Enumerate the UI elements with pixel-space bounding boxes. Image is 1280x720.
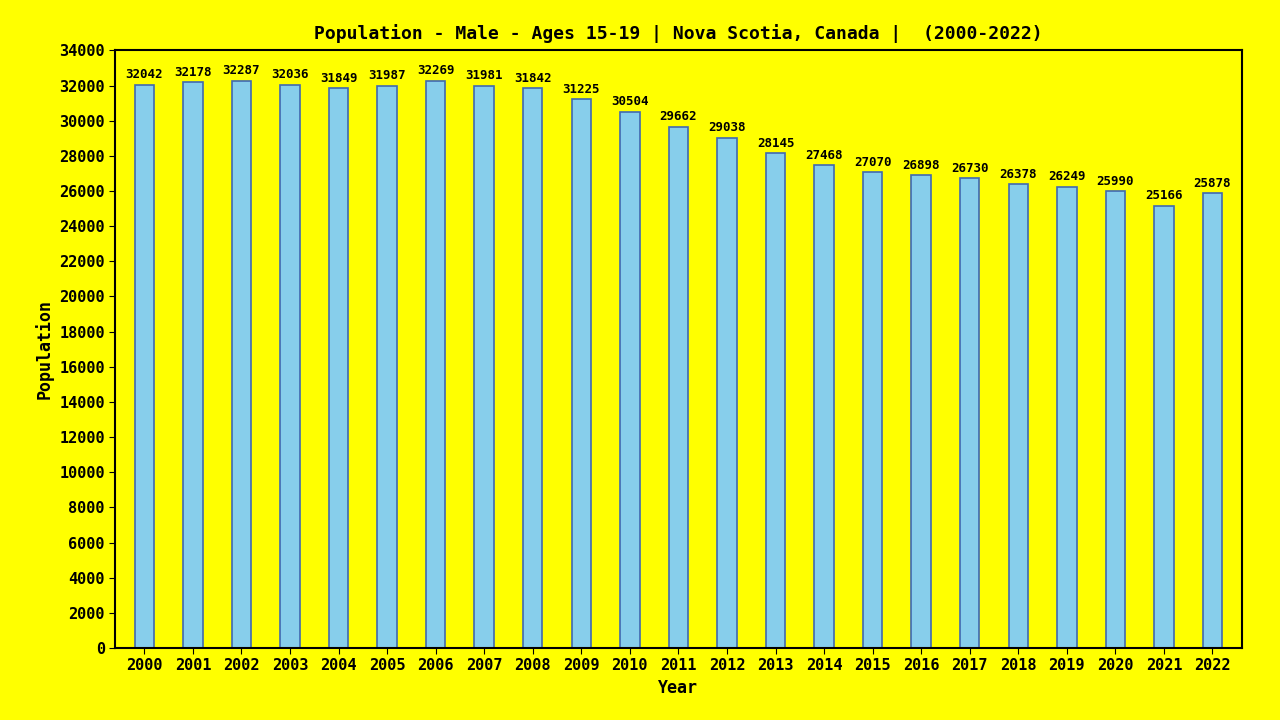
- Bar: [814, 165, 833, 648]
- Text: 31842: 31842: [515, 72, 552, 85]
- Bar: [1155, 206, 1174, 648]
- Bar: [232, 81, 251, 648]
- Bar: [1009, 184, 1028, 648]
- Text: 32042: 32042: [125, 68, 163, 81]
- Text: 29662: 29662: [659, 110, 698, 123]
- Bar: [572, 99, 591, 648]
- Bar: [960, 178, 979, 648]
- Bar: [1106, 192, 1125, 648]
- Bar: [911, 175, 931, 648]
- Text: 31987: 31987: [369, 69, 406, 82]
- Bar: [524, 89, 543, 648]
- Title: Population - Male - Ages 15-19 | Nova Scotia, Canada |  (2000-2022): Population - Male - Ages 15-19 | Nova Sc…: [314, 24, 1043, 43]
- Bar: [1057, 186, 1076, 648]
- Text: 25990: 25990: [1097, 175, 1134, 188]
- Text: 27468: 27468: [805, 149, 842, 162]
- Bar: [378, 86, 397, 648]
- Bar: [475, 86, 494, 648]
- Bar: [765, 153, 785, 648]
- Text: 31849: 31849: [320, 72, 357, 85]
- Bar: [863, 172, 882, 648]
- Text: 28145: 28145: [756, 137, 795, 150]
- Text: 32178: 32178: [174, 66, 211, 79]
- Bar: [668, 127, 689, 648]
- Bar: [620, 112, 640, 648]
- Text: 26898: 26898: [902, 158, 940, 171]
- Text: 27070: 27070: [854, 156, 891, 168]
- Text: 29038: 29038: [708, 121, 746, 134]
- Bar: [1203, 193, 1222, 648]
- Bar: [329, 89, 348, 648]
- Text: 25878: 25878: [1194, 176, 1231, 189]
- Text: 32036: 32036: [271, 68, 308, 81]
- Text: 25166: 25166: [1146, 189, 1183, 202]
- Text: 30504: 30504: [611, 95, 649, 108]
- Bar: [134, 85, 154, 648]
- Bar: [426, 81, 445, 648]
- Text: 32269: 32269: [417, 64, 454, 77]
- Bar: [183, 82, 202, 648]
- Bar: [717, 138, 737, 648]
- Y-axis label: Population: Population: [35, 300, 54, 399]
- Text: 26249: 26249: [1048, 170, 1085, 183]
- Text: 26378: 26378: [1000, 168, 1037, 181]
- Text: 31981: 31981: [466, 69, 503, 82]
- Text: 31225: 31225: [562, 83, 600, 96]
- Bar: [280, 85, 300, 648]
- X-axis label: Year: Year: [658, 679, 699, 697]
- Text: 32287: 32287: [223, 64, 260, 77]
- Text: 26730: 26730: [951, 162, 988, 175]
